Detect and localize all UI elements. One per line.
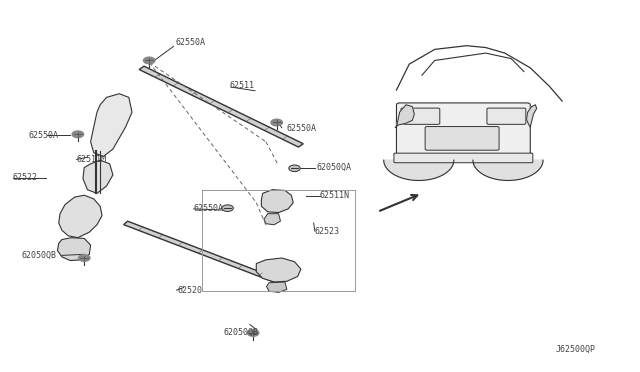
Polygon shape — [58, 238, 91, 260]
Text: 62550A: 62550A — [287, 124, 317, 133]
Polygon shape — [91, 94, 132, 157]
Text: 62522: 62522 — [13, 173, 38, 182]
Text: 62550A: 62550A — [28, 131, 58, 140]
Circle shape — [72, 131, 84, 138]
Text: 62050QB: 62050QB — [22, 251, 57, 260]
Polygon shape — [139, 66, 303, 147]
Text: J62500QP: J62500QP — [556, 345, 596, 354]
Circle shape — [247, 330, 259, 336]
Polygon shape — [395, 105, 414, 128]
FancyBboxPatch shape — [425, 126, 499, 150]
Text: 62550A: 62550A — [194, 204, 224, 214]
Polygon shape — [83, 160, 113, 193]
Polygon shape — [527, 105, 537, 127]
Polygon shape — [124, 221, 277, 282]
Text: 62511M: 62511M — [77, 155, 107, 164]
Polygon shape — [264, 214, 280, 225]
FancyBboxPatch shape — [401, 108, 440, 124]
Polygon shape — [256, 258, 301, 282]
Polygon shape — [473, 160, 543, 180]
Text: 62520: 62520 — [178, 286, 203, 295]
Text: 62050QB: 62050QB — [223, 328, 258, 337]
Circle shape — [222, 205, 234, 211]
Circle shape — [79, 255, 90, 261]
Polygon shape — [59, 195, 102, 238]
Polygon shape — [384, 160, 454, 180]
Text: 62550A: 62550A — [175, 38, 205, 47]
FancyBboxPatch shape — [487, 108, 526, 124]
Polygon shape — [261, 190, 293, 212]
Circle shape — [143, 57, 155, 64]
Polygon shape — [266, 282, 287, 292]
Text: 62511N: 62511N — [320, 192, 350, 201]
Circle shape — [271, 119, 282, 126]
Circle shape — [289, 165, 300, 171]
Text: 62050QA: 62050QA — [317, 163, 352, 172]
Text: 62523: 62523 — [315, 227, 340, 235]
FancyBboxPatch shape — [396, 103, 531, 158]
FancyBboxPatch shape — [394, 153, 533, 163]
Text: 62511: 62511 — [230, 81, 255, 90]
